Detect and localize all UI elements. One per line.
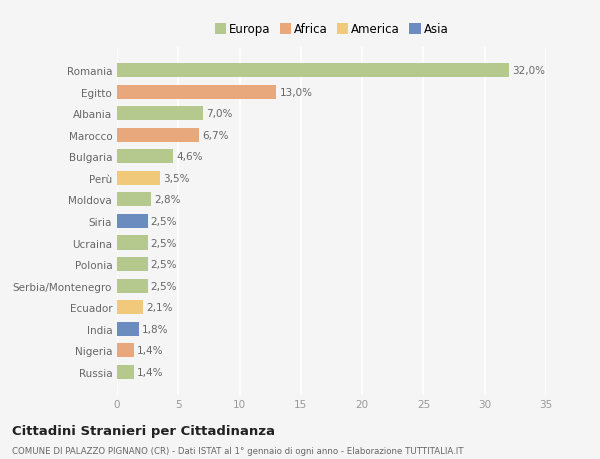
- Text: 4,6%: 4,6%: [176, 152, 203, 162]
- Text: Cittadini Stranieri per Cittadinanza: Cittadini Stranieri per Cittadinanza: [12, 424, 275, 437]
- Text: 1,8%: 1,8%: [142, 324, 169, 334]
- Legend: Europa, Africa, America, Asia: Europa, Africa, America, Asia: [211, 19, 452, 39]
- Bar: [117, 257, 148, 271]
- Text: COMUNE DI PALAZZO PIGNANO (CR) - Dati ISTAT al 1° gennaio di ogni anno - Elabora: COMUNE DI PALAZZO PIGNANO (CR) - Dati IS…: [12, 447, 464, 455]
- Text: 2,5%: 2,5%: [151, 281, 177, 291]
- Text: 7,0%: 7,0%: [206, 109, 232, 119]
- Bar: [117, 343, 134, 358]
- Text: 3,5%: 3,5%: [163, 174, 190, 184]
- Text: 13,0%: 13,0%: [280, 88, 313, 97]
- Bar: [117, 365, 134, 379]
- Text: 6,7%: 6,7%: [202, 130, 229, 140]
- Text: 32,0%: 32,0%: [512, 66, 545, 76]
- Bar: [117, 322, 139, 336]
- Text: 2,1%: 2,1%: [146, 302, 172, 313]
- Text: 1,4%: 1,4%: [137, 367, 164, 377]
- Text: 2,8%: 2,8%: [154, 195, 181, 205]
- Text: 2,5%: 2,5%: [151, 238, 177, 248]
- Bar: [117, 107, 203, 121]
- Bar: [117, 301, 143, 314]
- Bar: [117, 129, 199, 142]
- Bar: [117, 193, 151, 207]
- Text: 2,5%: 2,5%: [151, 217, 177, 226]
- Bar: [117, 64, 509, 78]
- Bar: [117, 172, 160, 185]
- Text: 2,5%: 2,5%: [151, 259, 177, 269]
- Bar: [117, 214, 148, 229]
- Bar: [117, 150, 173, 164]
- Bar: [117, 236, 148, 250]
- Bar: [117, 85, 277, 100]
- Text: 1,4%: 1,4%: [137, 346, 164, 355]
- Bar: [117, 279, 148, 293]
